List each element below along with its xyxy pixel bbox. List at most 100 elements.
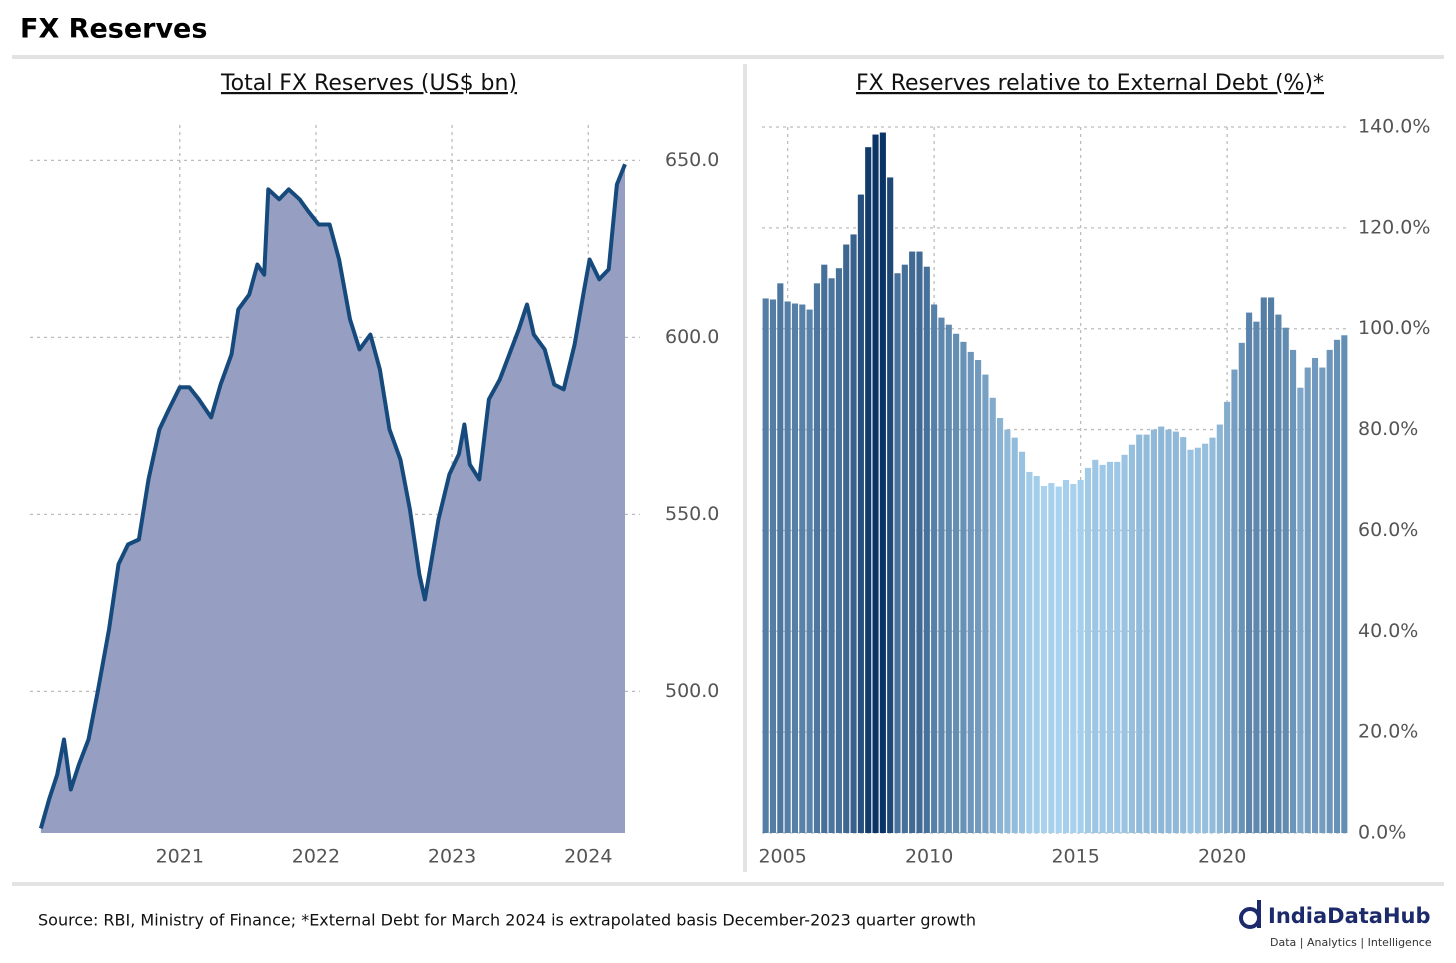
bar — [865, 147, 872, 833]
y-tick-label: 20.0% — [1358, 721, 1418, 743]
bar — [821, 264, 828, 833]
bar — [945, 324, 952, 833]
bar — [1180, 437, 1187, 833]
line — [38, 163, 627, 829]
x-tick-label: 2010 — [905, 846, 953, 868]
bar — [887, 177, 894, 833]
chart-title: FX Reserves relative to External Debt (%… — [856, 71, 1324, 96]
bar — [1106, 461, 1113, 833]
bar — [1040, 486, 1048, 833]
bar — [1077, 480, 1084, 833]
y-tick-label: 120.0% — [1358, 216, 1430, 238]
bottom-rule — [12, 882, 1444, 886]
bar — [1260, 297, 1267, 833]
bar — [1055, 486, 1062, 833]
bar — [1165, 429, 1172, 833]
bar — [1282, 327, 1289, 833]
bar — [784, 301, 791, 833]
source-note: Source: RBI, Ministry of Finance; *Exter… — [38, 911, 976, 930]
bar — [1268, 297, 1275, 833]
bar — [1297, 387, 1304, 833]
bar — [1018, 451, 1026, 833]
x-tick-label: 2015 — [1051, 846, 1099, 868]
bar — [1304, 367, 1311, 833]
bar — [1319, 367, 1326, 833]
bar — [769, 299, 777, 834]
chart-title: Total FX Reserves (US$ bn) — [220, 71, 517, 96]
bar — [762, 298, 769, 833]
bar — [923, 266, 930, 833]
y-tick-label: 500.0 — [665, 680, 719, 702]
y-tick-label: 0.0% — [1358, 822, 1406, 844]
bar — [806, 309, 813, 834]
bar — [1275, 314, 1282, 833]
bar — [1253, 321, 1260, 833]
bar — [1172, 431, 1179, 833]
bar — [901, 264, 908, 833]
bar — [1187, 449, 1194, 833]
bar — [1033, 475, 1040, 833]
bar — [872, 134, 879, 834]
x-tick-label: 2021 — [156, 846, 204, 868]
bar — [997, 417, 1004, 833]
bar — [975, 359, 982, 833]
x-tick-label: 2022 — [292, 846, 340, 868]
bar — [1011, 437, 1018, 833]
bar — [1099, 464, 1106, 833]
bar — [799, 304, 806, 834]
bar — [777, 283, 784, 833]
bar — [1004, 429, 1011, 833]
area — [40, 164, 626, 834]
bar — [1048, 483, 1055, 833]
bar — [1231, 369, 1238, 833]
bar — [1121, 454, 1128, 833]
bar — [1062, 480, 1070, 833]
y-tick-label: 650.0 — [665, 149, 719, 171]
bar — [1194, 447, 1201, 833]
bar — [909, 251, 916, 833]
bar — [850, 234, 857, 834]
bar — [982, 374, 989, 833]
y-tick-label: 40.0% — [1358, 620, 1418, 642]
top-rule — [12, 55, 1444, 59]
bar — [1092, 459, 1099, 833]
logo-icon — [1257, 900, 1261, 928]
bar — [931, 304, 938, 834]
bar — [989, 397, 996, 833]
bar — [879, 132, 886, 834]
bar — [1333, 339, 1341, 833]
bar — [1224, 401, 1231, 833]
bar — [1158, 426, 1165, 833]
bar — [960, 341, 967, 833]
bar — [1290, 349, 1297, 833]
logo-tagline: Data | Analytics | Intelligence — [1270, 936, 1432, 949]
bar — [1136, 434, 1143, 833]
y-tick-label: 100.0% — [1358, 317, 1430, 339]
bar — [813, 283, 820, 833]
bar — [938, 317, 945, 833]
bar — [843, 244, 850, 834]
x-tick-label: 2020 — [1198, 846, 1246, 868]
bar — [1114, 461, 1121, 833]
x-tick-label: 2023 — [428, 846, 476, 868]
bar — [1216, 424, 1223, 833]
bar — [894, 273, 901, 833]
bar — [1202, 443, 1209, 833]
bar — [967, 351, 974, 833]
bar — [1070, 484, 1077, 833]
x-tick-label: 2005 — [758, 846, 806, 868]
bar — [1238, 342, 1245, 833]
y-tick-label: 140.0% — [1358, 116, 1430, 138]
logo: IndiaDataHub Data | Analytics | Intellig… — [1239, 900, 1432, 949]
logo-name: IndiaDataHub — [1268, 904, 1431, 928]
page-title: FX Reserves — [20, 14, 207, 45]
bar — [1311, 357, 1319, 833]
y-tick-label: 80.0% — [1358, 418, 1418, 440]
y-tick-label: 550.0 — [665, 503, 719, 525]
bar — [916, 251, 923, 833]
bar — [1026, 471, 1033, 833]
bar — [953, 333, 960, 833]
bar — [1143, 434, 1150, 833]
bar — [1209, 437, 1216, 833]
